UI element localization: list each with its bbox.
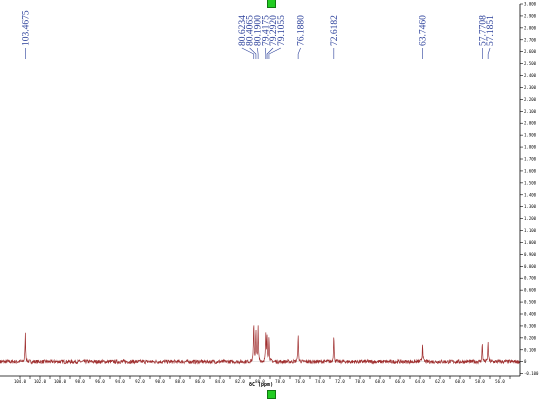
x-tick-label: 100.0 xyxy=(54,379,67,384)
peak-label: 80.4065 xyxy=(246,15,256,46)
x-tick-label: 102.0 xyxy=(34,379,47,384)
y-tick-label: 1.300 xyxy=(524,204,537,209)
y-tick-label: 0.500 xyxy=(524,300,537,305)
y-tick-label: 1.900 xyxy=(524,133,537,138)
peak-label-connector xyxy=(249,47,257,59)
peak-label: 57.1851 xyxy=(486,15,496,46)
y-tick-label: 0.200 xyxy=(524,335,537,340)
x-tick-label: 70.0 xyxy=(355,379,365,384)
x-tick-label: 62.0 xyxy=(435,379,445,384)
x-tick-label: 68.0 xyxy=(375,379,385,384)
x-tick-label: 72.0 xyxy=(335,379,345,384)
y-tick-label: 0 xyxy=(524,359,527,364)
x-tick-label: 88.0 xyxy=(175,379,185,384)
peak-label: 72.6182 xyxy=(330,15,340,46)
y-tick-label: 2.900 xyxy=(524,13,537,18)
peak-label: 79.4175 xyxy=(261,15,271,46)
spectrum-trace xyxy=(0,325,521,365)
peak-label: 76.1880 xyxy=(297,15,307,46)
y-tick-label: 0.300 xyxy=(524,323,537,328)
x-tick-label: 64.0 xyxy=(415,379,425,384)
x-tick-label: 58.0 xyxy=(475,379,485,384)
peak-label-connector xyxy=(268,47,281,59)
peak-label: 79.2920 xyxy=(269,15,279,46)
resize-handle-top[interactable] xyxy=(267,0,276,8)
y-tick-label: 0.900 xyxy=(524,252,537,257)
y-tick-label: 3.000 xyxy=(524,2,537,7)
y-tick-label: 2.600 xyxy=(524,49,537,54)
x-tick-label: 76.0 xyxy=(295,379,305,384)
peak-label: 63.7460 xyxy=(419,15,429,46)
y-axis: 3.000 2.900 2.800 2.700 2.600 2.500 2.400 2.300… xyxy=(519,2,539,376)
spectrum-layer xyxy=(0,325,521,365)
resize-handle-bottom[interactable] xyxy=(267,390,276,399)
peak-label-connector xyxy=(257,47,259,59)
y-tick-label: 1.200 xyxy=(524,216,537,221)
y-tick-label: -0.100 xyxy=(524,371,539,376)
peak-label-connector xyxy=(297,47,301,59)
peak-label: 80.1900 xyxy=(253,15,263,46)
peak-label: 80.6234 xyxy=(238,15,248,46)
y-tick-label: 0.800 xyxy=(524,264,537,269)
y-tick-label: 1.000 xyxy=(524,240,537,245)
peak-label-layer: 103.4675 80.623480.406580.190079.417579.2… xyxy=(21,10,496,59)
x-tick-label: 74.0 xyxy=(315,379,325,384)
y-tick-label: 0.700 xyxy=(524,276,537,281)
peak-label-connector xyxy=(264,47,267,59)
x-tick-label: 98.0 xyxy=(75,379,85,384)
y-tick-label: 0.400 xyxy=(524,312,537,317)
y-tick-label: 0.100 xyxy=(524,347,537,352)
y-tick-label: 2.800 xyxy=(524,25,537,30)
x-tick-label: 104.0 xyxy=(14,379,27,384)
y-tick-label: 2.100 xyxy=(524,109,537,114)
peak-label: 57.7708 xyxy=(478,15,488,46)
x-tick-label: 84.0 xyxy=(215,379,225,384)
y-tick-label: 2.400 xyxy=(524,73,537,78)
x-tick-label: 80.0 xyxy=(255,379,265,384)
x-tick-label: 86.0 xyxy=(195,379,205,384)
y-tick-label: 1.400 xyxy=(524,192,537,197)
y-tick-label: 1.500 xyxy=(524,180,537,185)
x-axis-label: δC (ppm) xyxy=(249,382,274,388)
y-tick-label: 2.500 xyxy=(524,61,537,66)
x-tick-label: 92.0 xyxy=(135,379,145,384)
peak-label-connector xyxy=(241,47,255,59)
peak-label-connector xyxy=(266,47,274,59)
peak-label: 103.4675 xyxy=(21,10,31,46)
peak-label: 79.1055 xyxy=(277,15,287,46)
y-tick-label: 1.600 xyxy=(524,168,537,173)
x-tick-label: 82.0 xyxy=(235,379,245,384)
peak-label-connector xyxy=(487,47,491,59)
x-tick-label: 78.0 xyxy=(275,379,285,384)
y-tick-label: 2.200 xyxy=(524,97,537,102)
y-tick-label: 2.700 xyxy=(524,37,537,42)
x-tick-label: 60.0 xyxy=(455,379,465,384)
y-tick-label: 1.700 xyxy=(524,157,537,162)
y-tick-label: 2.000 xyxy=(524,121,537,126)
y-tick-label: 2.300 xyxy=(524,85,537,90)
x-tick-label: 96.0 xyxy=(95,379,105,384)
y-tick-label: 0.600 xyxy=(524,288,537,293)
x-tick-label: 56.0 xyxy=(495,379,505,384)
y-tick-label: 1.800 xyxy=(524,145,537,150)
x-axis: 104.0 102.0 100.0 98.0 96.0 94.0 92.0 90.0 88.0 8… xyxy=(0,375,520,384)
x-tick-label: 90.0 xyxy=(155,379,165,384)
x-tick-label: 94.0 xyxy=(115,379,125,384)
y-tick-label: 1.100 xyxy=(524,228,537,233)
x-tick-label: 66.0 xyxy=(395,379,405,384)
